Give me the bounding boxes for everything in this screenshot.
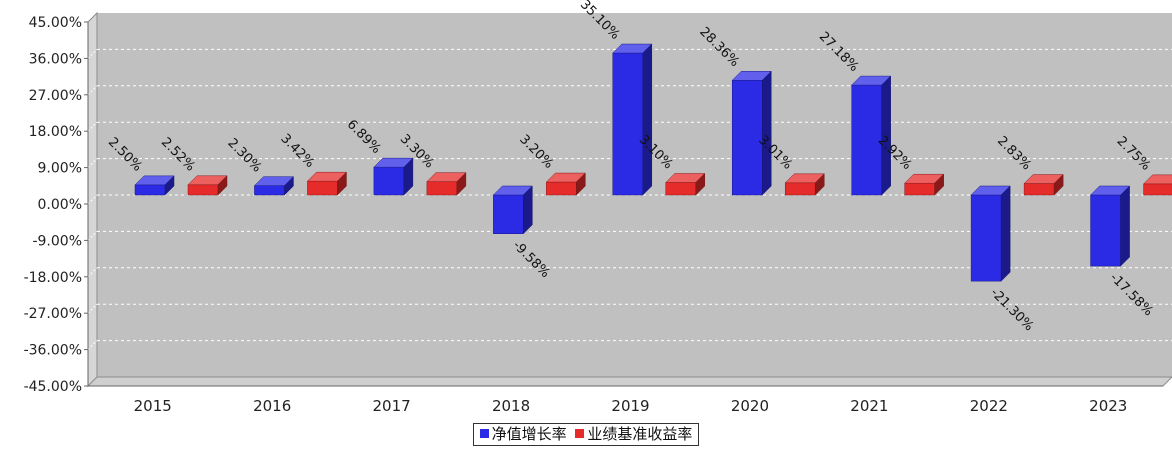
bar-1-2022	[1023, 183, 1055, 196]
legend-item-series-1: 业绩基准收益率	[575, 425, 692, 443]
x-tick-label: 2019	[611, 397, 649, 415]
bar-top-1-2023	[1142, 174, 1172, 185]
bar-1-2016	[307, 180, 338, 196]
bar-side-0-2020	[761, 70, 772, 196]
bar-1-2015	[187, 184, 219, 196]
bar-side-0-2023	[1120, 185, 1130, 267]
y-tick-label: 45.00%	[29, 15, 82, 31]
bar-0-2020	[731, 80, 763, 196]
bar-1-2018	[546, 181, 577, 196]
x-tick-label: 2017	[373, 397, 411, 415]
y-tick-label: 27.00%	[29, 88, 82, 104]
bar-0-2021	[851, 84, 882, 196]
y-tick-label: 0.00%	[38, 197, 82, 213]
legend-label-series-1: 业绩基准收益率	[587, 425, 693, 443]
y-tick-label: 9.00%	[38, 161, 82, 177]
bar-0-2018	[493, 194, 524, 234]
bar-0-2023	[1090, 194, 1121, 267]
x-tick-label: 2015	[134, 397, 172, 415]
bar-side-1-2019	[695, 172, 706, 196]
legend-box: 净值增长率 业绩基准收益率	[472, 423, 700, 446]
y-tick-label: -9.00%	[32, 233, 82, 249]
bar-side-0-2018	[523, 185, 533, 235]
bar-side-1-2022	[1053, 173, 1064, 196]
y-tick-label: -45.00%	[24, 379, 82, 395]
bar-1-2017	[426, 181, 458, 196]
legend-swatch-series-0	[479, 429, 489, 438]
legend-item-series-0: 净值增长率	[479, 425, 567, 443]
bar-side-1-2015	[217, 175, 228, 196]
bar-side-0-2019	[642, 43, 653, 196]
bar-side-0-2015	[164, 175, 175, 196]
bar-side-0-2021	[881, 75, 891, 196]
y-tick-label: -27.00%	[24, 306, 82, 322]
x-tick-label: 2021	[850, 397, 888, 415]
bar-side-0-2022	[1000, 185, 1011, 282]
x-tick-label: 2018	[492, 397, 530, 415]
bar-side-0-2016	[284, 176, 294, 196]
bar-1-2023	[1143, 183, 1172, 196]
legend-swatch-series-1	[575, 429, 585, 438]
bar-side-1-2017	[456, 172, 467, 196]
y-tick-label: 18.00%	[29, 124, 82, 140]
bar-side-0-2017	[403, 157, 414, 196]
y-tick-label: -36.00%	[24, 343, 82, 359]
legend-label-series-0: 净值增长率	[491, 425, 567, 443]
bar-0-2016	[254, 185, 285, 196]
bar-0-2017	[373, 166, 405, 196]
bar-1-2019	[665, 182, 697, 196]
plot-side-wall	[87, 11, 98, 388]
x-tick-label: 2022	[970, 397, 1008, 415]
x-tick-label: 2016	[253, 397, 291, 415]
bar-1-2020	[784, 182, 816, 196]
bar-side-1-2018	[576, 172, 586, 196]
x-tick-label: 2023	[1089, 397, 1127, 415]
bar-0-2022	[970, 194, 1002, 282]
bar-side-1-2020	[814, 173, 825, 196]
y-tick-label: 36.00%	[29, 51, 82, 67]
y-tick-label: -18.00%	[24, 270, 82, 286]
bar-side-1-2016	[337, 171, 347, 196]
bar-0-2015	[134, 184, 166, 196]
x-tick-label: 2020	[731, 397, 769, 415]
plot-floor	[86, 376, 1172, 387]
legend: 净值增长率 业绩基准收益率	[0, 423, 1172, 446]
bar-side-1-2021	[934, 173, 944, 196]
bar-1-2021	[904, 182, 935, 196]
bar-0-2019	[612, 52, 644, 196]
